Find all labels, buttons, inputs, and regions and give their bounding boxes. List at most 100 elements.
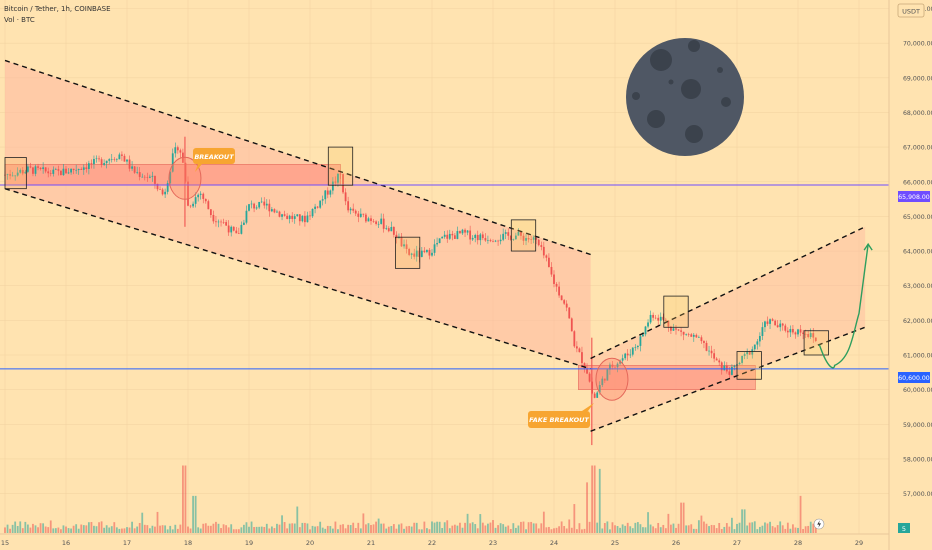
volume-bar — [187, 526, 189, 533]
volume-bar — [781, 525, 784, 533]
descending-channel-lower — [4, 188, 591, 370]
volume-bar — [453, 524, 456, 533]
volume-bar — [774, 527, 777, 533]
candle-body — [260, 201, 263, 203]
symbol-title: Bitcoin / Tether, 1h, COINBASE — [4, 5, 111, 13]
candle-body — [16, 172, 19, 176]
volume-bar — [489, 522, 492, 533]
candle-body — [639, 336, 642, 346]
candle-body — [212, 214, 215, 222]
candle-body — [202, 193, 205, 199]
candle-body — [764, 321, 766, 328]
candle-body — [418, 250, 421, 257]
volume-bar — [128, 527, 131, 533]
volume-bar — [270, 526, 273, 533]
volume-bar — [115, 527, 118, 533]
volume-bar — [95, 526, 98, 533]
volume-bar — [67, 528, 70, 533]
volume-bar — [98, 522, 100, 533]
candle-body — [304, 215, 306, 223]
candle-body — [298, 214, 301, 222]
candle-body — [553, 274, 555, 284]
candle-body — [192, 203, 194, 207]
volume-bar — [649, 524, 652, 533]
volume-bar — [441, 528, 444, 533]
volume-bar — [179, 524, 182, 533]
volume-bar — [306, 523, 309, 533]
volume-bar — [146, 525, 149, 533]
candle-body — [372, 221, 375, 222]
candle-body — [209, 209, 212, 215]
volume-bar — [487, 523, 489, 533]
candle-body — [108, 159, 111, 161]
candle-body — [565, 303, 568, 308]
highlight-box — [803, 330, 829, 356]
candle-body — [403, 244, 405, 247]
volume-bar — [713, 525, 716, 533]
volume-bar — [792, 524, 794, 533]
volume-bar — [281, 515, 283, 533]
time-tick-label: 21 — [367, 539, 375, 547]
candle-body — [143, 176, 146, 178]
candle-body — [359, 213, 362, 217]
candle-body — [161, 189, 164, 195]
candle-body — [624, 353, 627, 359]
volume-bar — [753, 521, 756, 533]
volume-bar — [410, 526, 413, 533]
volume-bar — [250, 521, 253, 533]
volume-bar — [349, 525, 352, 533]
volume-bar — [418, 529, 421, 533]
candle-body — [667, 320, 670, 327]
volume-bar — [492, 520, 494, 533]
candle-body — [291, 215, 294, 219]
volume-bar — [232, 529, 235, 533]
candle-body — [179, 150, 182, 153]
candle-body — [199, 193, 202, 195]
volume-bar — [209, 525, 212, 533]
volume-bar — [240, 527, 243, 533]
candle-body — [499, 239, 502, 242]
volume-bar — [514, 527, 517, 533]
currency-badge[interactable] — [897, 3, 925, 18]
candle-body — [115, 159, 118, 160]
volume-bar — [672, 523, 675, 533]
candle-body — [794, 332, 797, 335]
volume-bar — [121, 528, 123, 533]
volume-bar — [797, 527, 799, 533]
candle-body — [141, 176, 144, 178]
candle-body — [52, 169, 55, 174]
volume-bar — [16, 526, 19, 533]
volume-bar — [248, 526, 250, 533]
volume-bar — [654, 528, 657, 533]
candle-body — [537, 239, 540, 246]
volume-bar — [26, 524, 29, 533]
breakout-circle — [168, 156, 202, 200]
moon-crater — [717, 67, 723, 73]
volume-bar — [108, 527, 111, 533]
price-tick-label: 61,000.00 — [903, 353, 932, 360]
volume-bar — [586, 482, 588, 533]
candle-body — [235, 230, 238, 234]
volume-bar — [359, 528, 362, 533]
candle-body — [405, 244, 408, 249]
candle-body — [545, 255, 548, 258]
volume-bar — [624, 525, 627, 533]
candle-body — [400, 236, 403, 247]
volume-bar — [372, 524, 375, 533]
candle-body — [169, 171, 172, 184]
volume-bar — [670, 524, 672, 533]
volume-bar — [326, 525, 329, 533]
volume-bar — [19, 521, 22, 533]
projection-arrowhead — [863, 242, 873, 251]
volume-bar — [347, 524, 350, 533]
candle-body — [774, 320, 777, 326]
candle-body — [156, 183, 159, 190]
highlight-box — [736, 351, 762, 380]
volume-bar — [451, 525, 454, 533]
candle-body — [19, 170, 22, 173]
candle-body — [436, 243, 438, 245]
volume-bar — [243, 524, 245, 533]
volume-bar — [49, 520, 52, 533]
